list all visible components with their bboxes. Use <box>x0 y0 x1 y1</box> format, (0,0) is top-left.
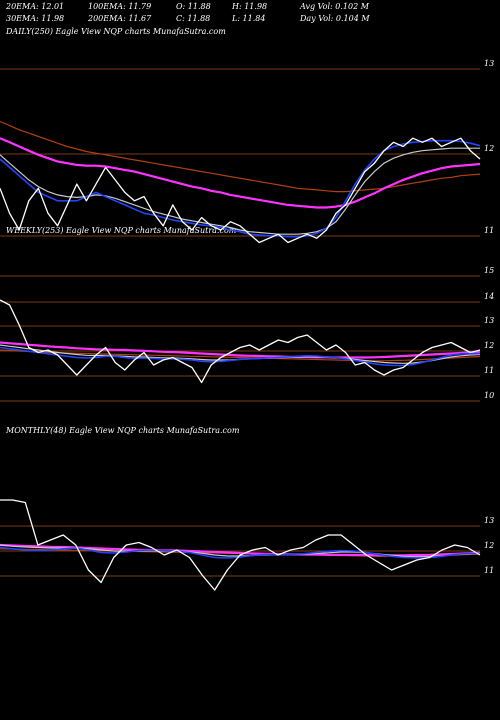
ema-magenta-line <box>0 137 481 209</box>
ema30-label: 30EMA: 11.98 <box>6 14 65 23</box>
y-tick-label: 11 <box>484 566 494 575</box>
ema100-label: 100EMA: 11.79 <box>88 2 152 11</box>
y-tick-label: 15 <box>484 266 494 275</box>
y-tick-label: 12 <box>484 541 494 550</box>
ema200-label: 200EMA: 11.67 <box>88 14 152 23</box>
ema-fast-line <box>0 346 481 367</box>
ema-slow-line <box>0 349 481 362</box>
price-line <box>0 499 481 591</box>
weekly-chart-title: WEEKLY(253) Eagle View NQP charts Munafa… <box>6 226 237 235</box>
high-label: H: 11.98 <box>232 2 268 11</box>
y-tick-label: 11 <box>484 366 494 375</box>
monthly-chart-title: MONTHLY(48) Eagle View NQP charts Munafa… <box>6 426 240 435</box>
ema-slow-line <box>0 120 481 193</box>
ema-fast-line <box>0 546 480 559</box>
ema-magenta-line <box>0 341 481 359</box>
ema20-label: 20EMA: 12.01 <box>6 2 65 11</box>
y-tick-label: 12 <box>484 341 494 350</box>
daily-chart-title: DAILY(250) Eagle View NQP charts MunafaS… <box>6 27 226 36</box>
open-label: O: 11.88 <box>176 2 211 11</box>
y-tick-label: 11 <box>484 226 494 235</box>
day-vol-label: Day Vol: 0.104 M <box>300 14 370 23</box>
avg-vol-label: Avg Vol: 0.102 M <box>300 2 369 11</box>
ema-mid-line <box>0 147 480 235</box>
y-tick-label: 10 <box>484 391 494 400</box>
y-tick-label: 12 <box>484 144 494 153</box>
y-tick-label: 14 <box>484 292 494 301</box>
low-label: L: 11.84 <box>232 14 266 23</box>
ema-fast-line <box>0 139 481 238</box>
close-label: C: 11.88 <box>176 14 211 23</box>
y-tick-label: 13 <box>484 516 494 525</box>
price-line <box>0 299 481 384</box>
price-line <box>0 137 481 244</box>
y-tick-label: 13 <box>484 59 494 68</box>
y-tick-label: 13 <box>484 316 494 325</box>
